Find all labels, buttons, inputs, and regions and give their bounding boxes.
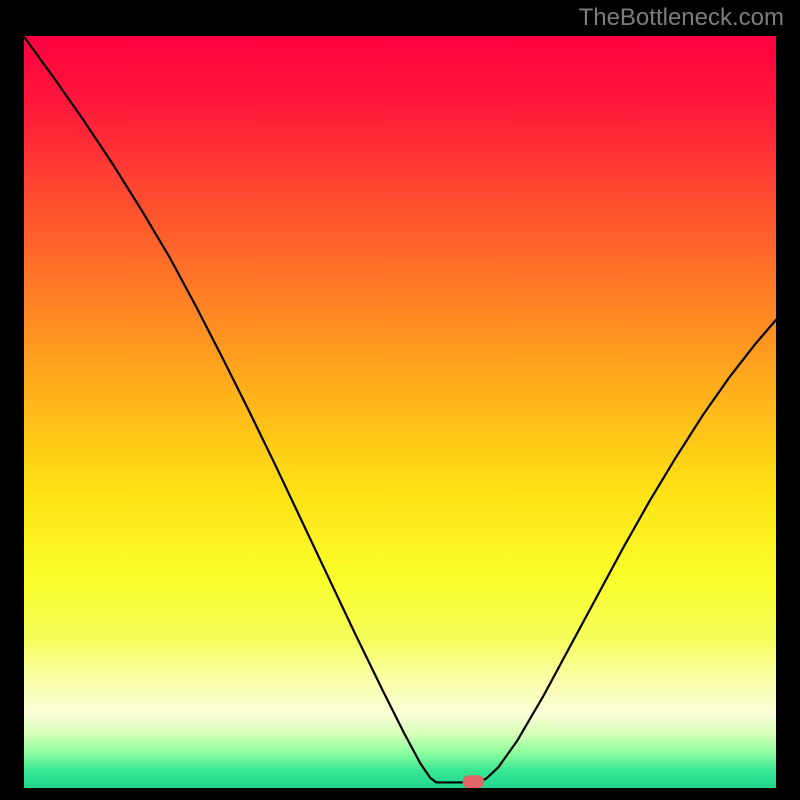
watermark-text: TheBottleneck.com — [579, 4, 784, 32]
plot-background — [22, 34, 778, 790]
optimum-marker — [463, 775, 484, 788]
plot-svg — [22, 34, 778, 790]
chart-frame: TheBottleneck.com — [0, 0, 800, 800]
plot-area — [22, 34, 778, 790]
